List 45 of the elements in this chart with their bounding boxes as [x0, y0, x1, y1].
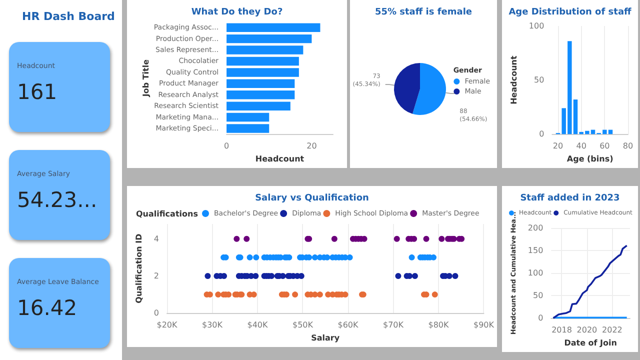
y-tick-label: 50: [534, 76, 544, 85]
x-tick-label: 20: [306, 142, 317, 151]
x-tick-label: 60: [600, 142, 610, 151]
text: HR Dash Board: [22, 10, 115, 23]
chart-title: 55% staff is female: [374, 8, 472, 18]
x-tick-label: $50K: [292, 320, 314, 330]
y-tick-label: 2: [154, 271, 159, 280]
y-tick-label: 200: [528, 224, 544, 232]
x-tick-label: $30K: [202, 320, 224, 330]
x-tick-label: 0: [224, 142, 230, 151]
y-axis-title: Qualification ID: [134, 233, 144, 304]
x-tick-label: 2022: [602, 326, 622, 335]
chart-title: Staff added in 2023: [520, 194, 620, 204]
x-tick-label: 20: [552, 142, 564, 151]
text: 54.23...: [17, 188, 98, 212]
text: 161: [17, 80, 58, 104]
legend-title: Qualifications: [136, 210, 198, 218]
y-tick-label: 150: [528, 246, 544, 256]
x-axis-title: Headcount: [255, 154, 304, 164]
y-tick-label: 100: [528, 22, 544, 30]
x-tick-label: 2018: [552, 326, 572, 335]
y-tick-label: 100: [528, 268, 544, 278]
x-tick-label: $40K: [247, 320, 268, 330]
chart-title: Age Distribution of staff: [508, 8, 632, 18]
chart-title: Salary vs Qualification: [255, 194, 369, 204]
x-axis-title: Salary: [311, 334, 340, 342]
x-axis-title: Age (bins): [566, 154, 614, 164]
y-axis-title: Headcount: [510, 56, 518, 104]
y-tick-label: 0: [154, 308, 159, 318]
y-tick-label: 4: [154, 234, 159, 244]
x-axis-title: Date of Join: [564, 338, 618, 348]
y-axis-title: Job Title: [142, 58, 150, 98]
y-tick-label: 0: [538, 314, 544, 323]
text: 16.42: [17, 296, 78, 320]
x-tick-label: $20K: [156, 320, 178, 330]
y-tick-label: 0: [539, 130, 544, 139]
x-tick-label: 80: [622, 142, 634, 151]
x-tick-label: 2020: [576, 326, 598, 335]
x-tick-label: 40: [576, 142, 586, 151]
y-tick-label: 50: [532, 291, 544, 300]
chart-title: What Do they Do?: [191, 8, 283, 18]
x-tick-label: $80K: [428, 320, 450, 330]
x-tick-label: $70K: [382, 320, 404, 330]
x-tick-label: $90K: [473, 320, 495, 330]
x-tick-label: $60K: [338, 320, 360, 330]
